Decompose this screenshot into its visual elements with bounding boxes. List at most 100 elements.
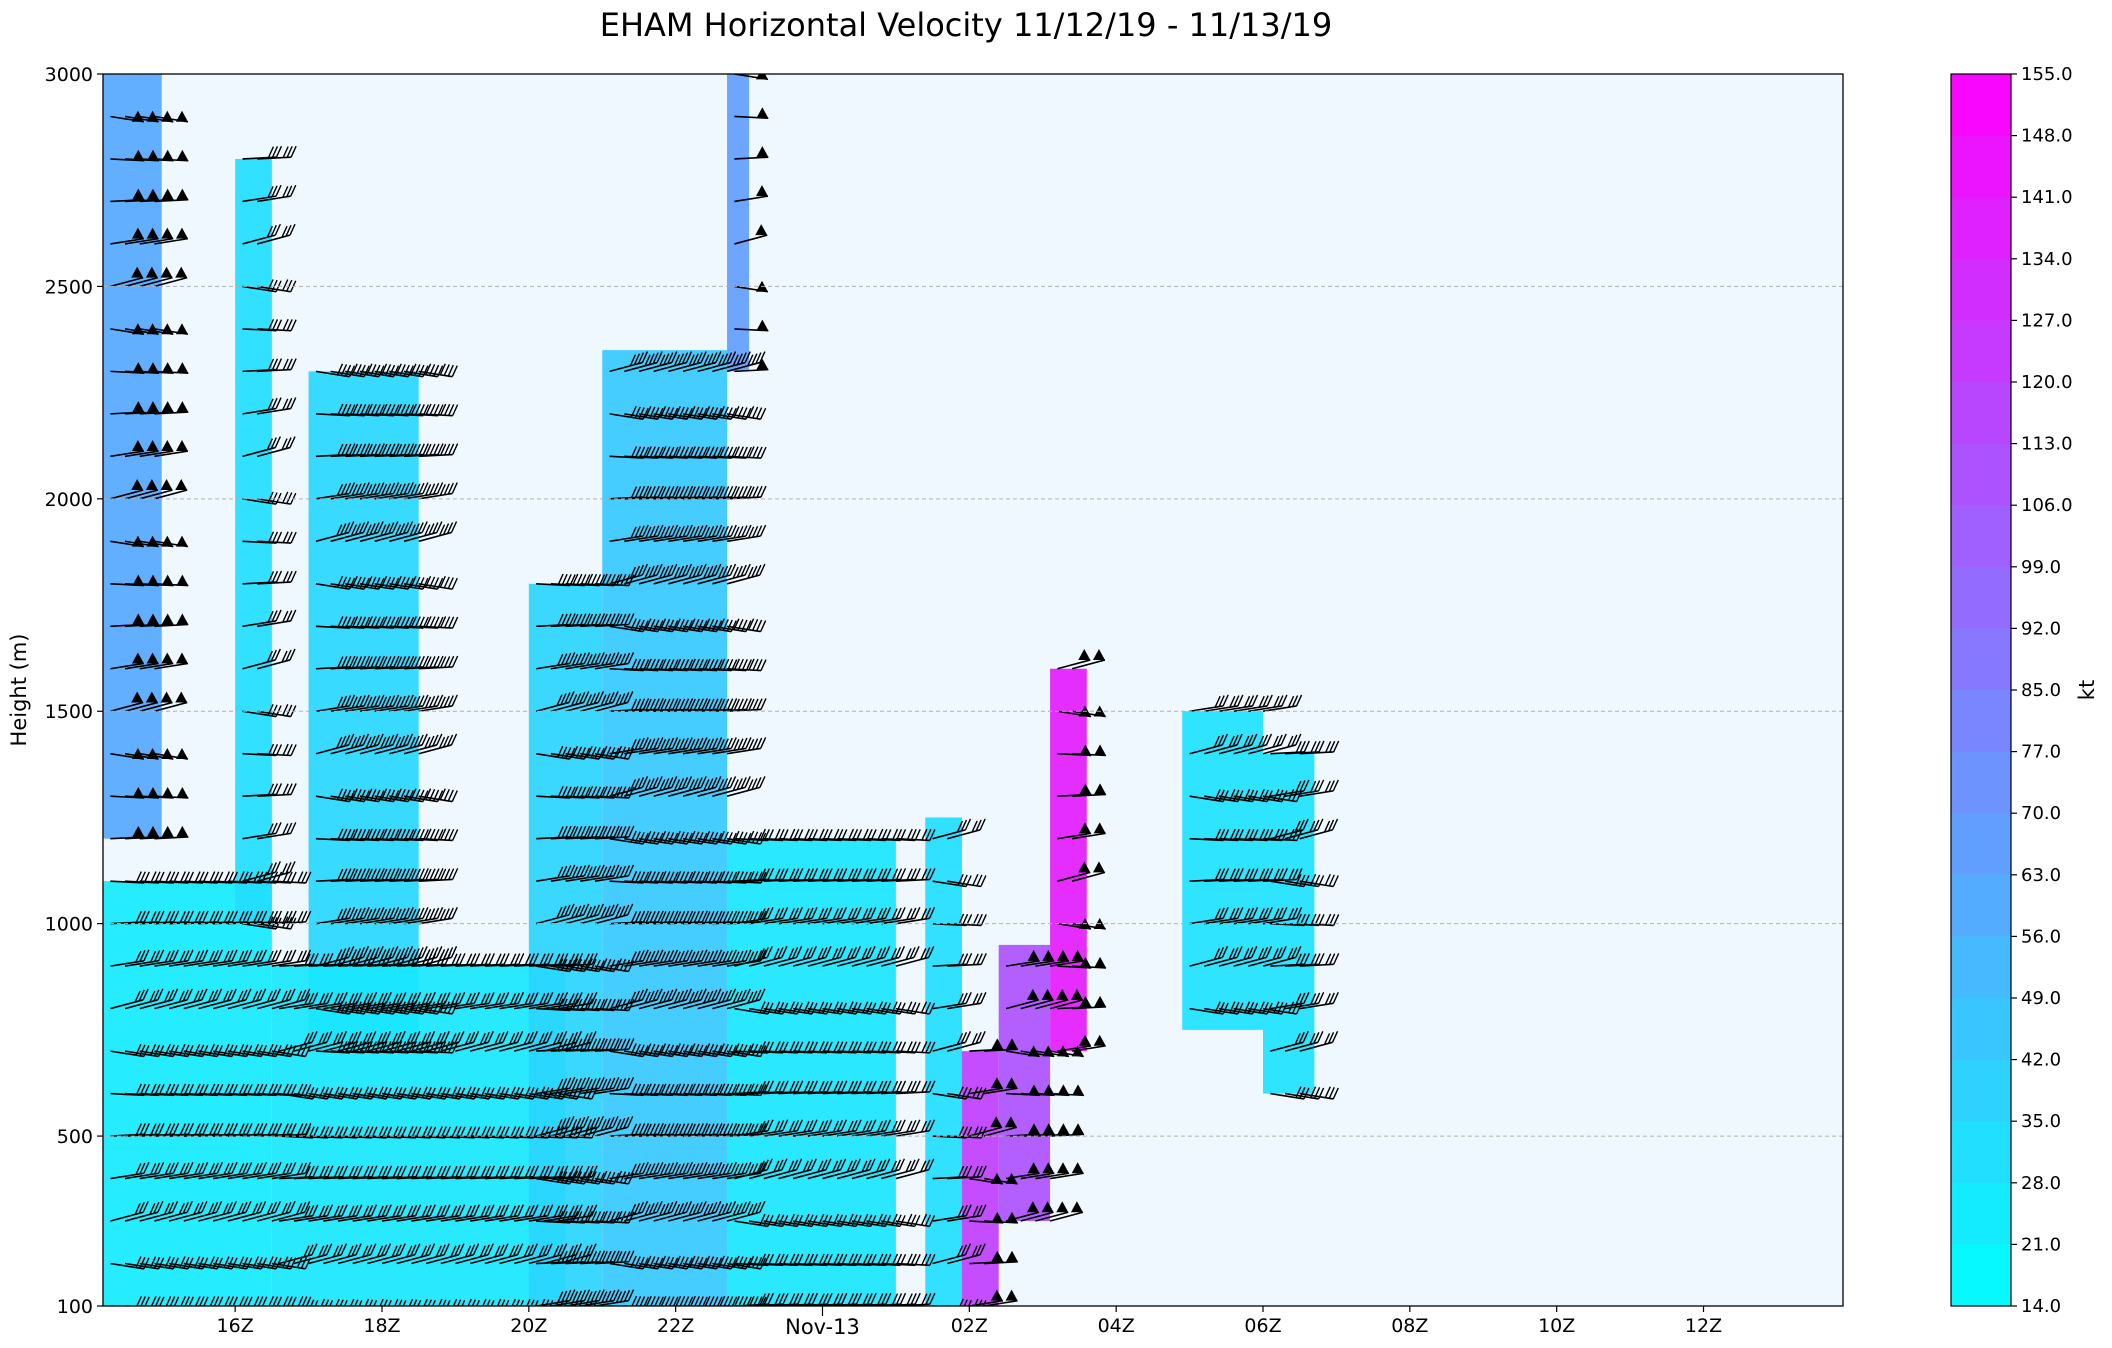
wind-barb xyxy=(609,776,649,797)
wind-barb xyxy=(580,1076,620,1095)
wind-barb xyxy=(374,521,414,543)
wind-barb xyxy=(242,397,282,415)
wind-barb xyxy=(697,1161,737,1180)
wind-barb xyxy=(734,907,774,925)
wind-barb xyxy=(624,737,664,755)
wind-barb xyxy=(242,988,281,1010)
wind-barb xyxy=(726,1043,767,1058)
wind-barb xyxy=(418,482,458,500)
wind-barb xyxy=(315,482,356,500)
wind-barb xyxy=(469,1031,509,1052)
wind-barb xyxy=(139,440,174,458)
colorbar-tick-label: 120.0 xyxy=(2021,372,2073,393)
wind-barb xyxy=(594,1076,635,1095)
wind-barb xyxy=(110,1161,150,1180)
wind-barb xyxy=(418,403,459,417)
wind-barb xyxy=(697,776,737,797)
wind-barb xyxy=(257,570,297,585)
wind-barb xyxy=(638,776,678,797)
wind-barb xyxy=(1035,1162,1070,1180)
wind-barb xyxy=(1189,946,1229,967)
wind-barb xyxy=(550,1076,591,1095)
wind-barb xyxy=(315,521,355,543)
wind-barb xyxy=(139,227,174,245)
wind-barb xyxy=(535,1115,575,1137)
wind-barb xyxy=(947,953,987,967)
wind-barb xyxy=(418,694,458,713)
x-tick-label: 06Z xyxy=(1244,1315,1281,1337)
wind-barb xyxy=(1020,1201,1054,1222)
wind-barb xyxy=(726,1200,766,1222)
wind-barb xyxy=(271,1161,312,1180)
wind-barb xyxy=(396,1243,436,1265)
wind-barb xyxy=(837,1119,877,1137)
wind-barb xyxy=(513,1031,553,1052)
wind-barb xyxy=(1035,988,1069,1010)
wind-barb xyxy=(323,992,363,1010)
wind-barb xyxy=(932,1031,972,1052)
wind-barb xyxy=(594,691,634,713)
wind-barb xyxy=(726,618,767,633)
wind-barb xyxy=(257,949,297,967)
colorbar-band xyxy=(1951,690,2011,752)
wind-barb xyxy=(1233,733,1273,755)
wind-barb xyxy=(624,949,664,967)
wind-barb xyxy=(499,1204,539,1222)
wind-barb xyxy=(359,521,399,543)
wind-barb xyxy=(727,658,767,672)
wind-barb xyxy=(139,266,173,288)
wind-barb xyxy=(484,1204,524,1222)
wind-barb xyxy=(668,737,708,755)
wind-barb xyxy=(308,1243,348,1265)
wind-barb xyxy=(594,825,635,840)
wind-barb xyxy=(411,992,451,1010)
colorbar-band xyxy=(1951,1059,2011,1122)
wind-barb xyxy=(1299,818,1339,840)
wind-barb xyxy=(1284,1031,1324,1052)
wind-barb xyxy=(734,1158,773,1180)
wind-barb xyxy=(484,992,524,1010)
wind-barb xyxy=(682,988,722,1010)
wind-barb xyxy=(499,1031,538,1052)
wind-barb xyxy=(697,737,737,755)
wind-barb xyxy=(455,1031,494,1052)
wind-barb xyxy=(712,351,751,373)
colorbar-tick-label: 141.0 xyxy=(2021,187,2073,208)
wind-barb xyxy=(726,737,767,755)
wind-barb xyxy=(418,828,459,842)
wind-barb xyxy=(638,1161,679,1180)
colorbar-tick-label: 99.0 xyxy=(2021,557,2061,578)
wind-barb xyxy=(793,907,833,925)
region-burst-01z xyxy=(925,817,962,1306)
x-tick-label: 20Z xyxy=(510,1315,547,1337)
wind-barb xyxy=(411,1204,451,1222)
wind-barb xyxy=(565,691,605,713)
wind-barb xyxy=(536,1289,576,1306)
wind-barb xyxy=(345,907,385,925)
wind-barb xyxy=(367,1204,407,1222)
wind-barb xyxy=(836,1158,876,1180)
wind-barb xyxy=(213,1161,253,1180)
wind-barb xyxy=(734,185,769,203)
wind-barb xyxy=(139,74,143,75)
wind-barb xyxy=(110,74,114,75)
wind-barb xyxy=(418,616,459,629)
wind-barb xyxy=(256,861,296,882)
wind-barb xyxy=(1049,1162,1084,1180)
wind-barb xyxy=(1218,694,1259,713)
wind-barb xyxy=(1049,949,1084,967)
wind-barb xyxy=(778,907,818,925)
wind-barb xyxy=(455,992,495,1010)
wind-barb xyxy=(242,223,281,245)
wind-barb xyxy=(154,825,189,840)
wind-barb xyxy=(682,776,722,797)
wind-barb xyxy=(308,1204,348,1222)
wind-barb xyxy=(418,363,458,378)
wind-barb xyxy=(403,521,443,543)
wind-barb xyxy=(389,521,428,543)
wind-barb xyxy=(807,946,847,967)
wind-barb xyxy=(653,737,693,755)
wind-barb xyxy=(969,1289,1004,1306)
wind-barb xyxy=(411,1243,450,1265)
wind-barb xyxy=(947,1204,987,1222)
